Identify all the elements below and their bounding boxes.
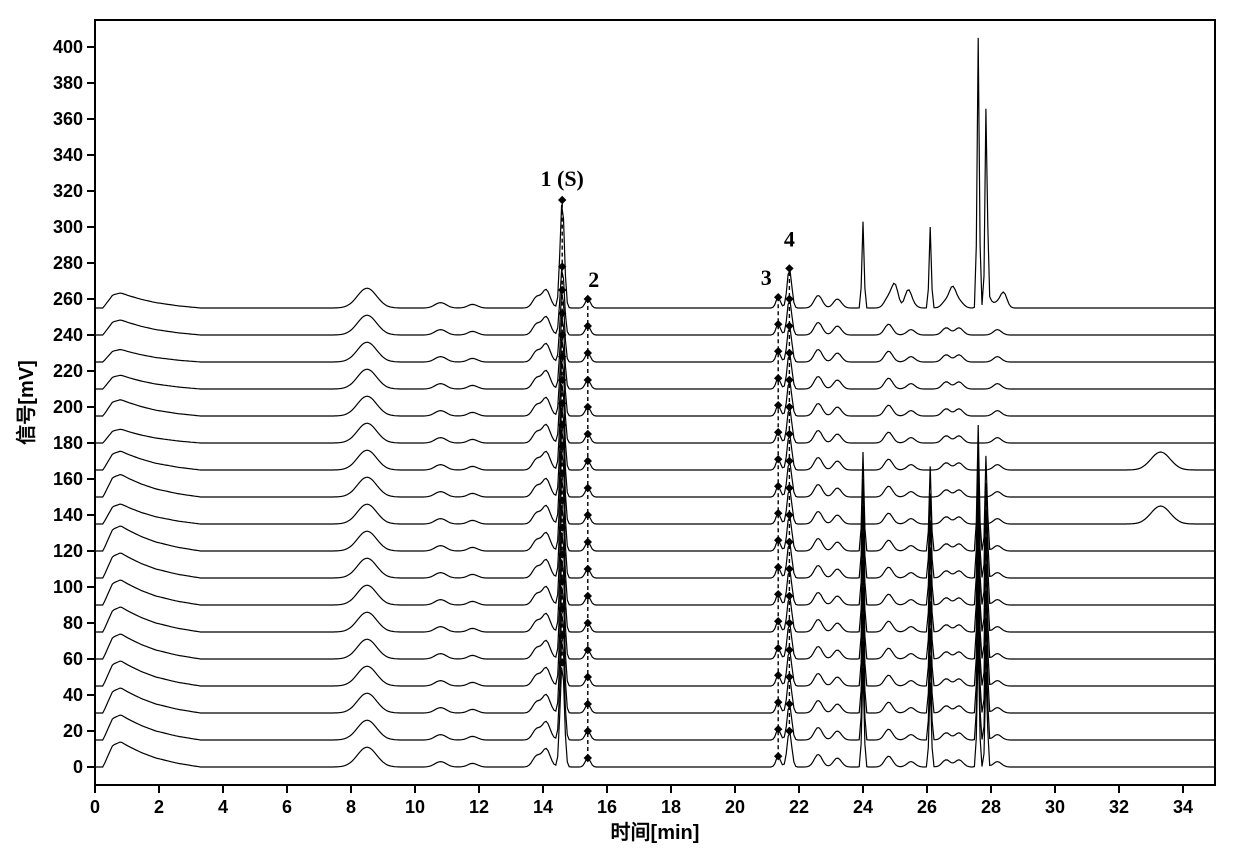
y-tick-label: 240 bbox=[53, 325, 83, 345]
peak-label: 2 bbox=[588, 267, 599, 292]
peak-marker-icon bbox=[774, 374, 782, 382]
chromatogram-trace bbox=[95, 614, 1214, 740]
chromatogram-trace bbox=[95, 384, 1214, 470]
y-tick-label: 60 bbox=[63, 649, 83, 669]
x-tick-label: 32 bbox=[1109, 797, 1129, 817]
peak-marker-icon bbox=[774, 509, 782, 517]
x-tick-label: 34 bbox=[1173, 797, 1193, 817]
x-tick-label: 10 bbox=[405, 797, 425, 817]
y-tick-label: 80 bbox=[63, 613, 83, 633]
y-tick-label: 280 bbox=[53, 253, 83, 273]
y-tick-label: 200 bbox=[53, 397, 83, 417]
plot-border bbox=[95, 20, 1215, 785]
x-tick-label: 6 bbox=[282, 797, 292, 817]
chromatogram-trace bbox=[95, 641, 1214, 767]
y-tick-label: 160 bbox=[53, 469, 83, 489]
peak-marker-icon bbox=[774, 320, 782, 328]
peak-marker-icon bbox=[785, 295, 793, 303]
peak-marker-icon bbox=[774, 644, 782, 652]
chromatogram-trace bbox=[95, 452, 1214, 578]
chart-svg: 0246810121416182022242628303234时间[min]02… bbox=[0, 0, 1240, 849]
x-tick-label: 22 bbox=[789, 797, 809, 817]
x-tick-label: 8 bbox=[346, 797, 356, 817]
peak-marker-icon bbox=[774, 428, 782, 436]
peak-marker-icon bbox=[774, 347, 782, 355]
y-tick-label: 300 bbox=[53, 217, 83, 237]
peak-marker-icon bbox=[774, 563, 782, 571]
peak-marker-icon bbox=[558, 286, 566, 294]
chromatogram-trace bbox=[95, 479, 1214, 605]
x-tick-label: 18 bbox=[661, 797, 681, 817]
x-tick-label: 24 bbox=[853, 797, 873, 817]
peak-marker-icon bbox=[774, 536, 782, 544]
chromatogram-trace bbox=[95, 587, 1214, 713]
y-tick-label: 380 bbox=[53, 73, 83, 93]
y-tick-label: 260 bbox=[53, 289, 83, 309]
y-tick-label: 0 bbox=[73, 757, 83, 777]
y-tick-label: 20 bbox=[63, 721, 83, 741]
x-tick-label: 12 bbox=[469, 797, 489, 817]
x-tick-label: 14 bbox=[533, 797, 553, 817]
x-tick-label: 2 bbox=[154, 797, 164, 817]
chromatogram-trace bbox=[95, 425, 1214, 551]
chromatogram-trace bbox=[95, 533, 1214, 659]
peak-marker-icon bbox=[774, 617, 782, 625]
peak-marker-icon bbox=[774, 671, 782, 679]
y-tick-label: 100 bbox=[53, 577, 83, 597]
x-axis-title: 时间[min] bbox=[611, 821, 700, 844]
peak-marker-icon bbox=[774, 752, 782, 760]
peak-marker-icon bbox=[774, 725, 782, 733]
chromatogram-trace bbox=[95, 293, 1214, 362]
peak-label: 4 bbox=[784, 226, 795, 251]
y-tick-label: 320 bbox=[53, 181, 83, 201]
y-tick-label: 180 bbox=[53, 433, 83, 453]
chromatogram-trace bbox=[95, 361, 1214, 443]
chromatogram-trace bbox=[95, 38, 1214, 308]
peak-marker-icon bbox=[774, 455, 782, 463]
x-tick-label: 0 bbox=[90, 797, 100, 817]
x-tick-label: 16 bbox=[597, 797, 617, 817]
peak-label: 1 (S) bbox=[541, 166, 584, 191]
x-tick-label: 28 bbox=[981, 797, 1001, 817]
y-tick-label: 360 bbox=[53, 109, 83, 129]
peak-marker-icon bbox=[558, 196, 566, 204]
chromatogram-stack-chart: 0246810121416182022242628303234时间[min]02… bbox=[0, 0, 1240, 849]
y-tick-label: 340 bbox=[53, 145, 83, 165]
y-tick-label: 140 bbox=[53, 505, 83, 525]
chromatogram-trace bbox=[95, 560, 1214, 686]
x-tick-label: 4 bbox=[218, 797, 228, 817]
x-tick-label: 20 bbox=[725, 797, 745, 817]
chromatogram-trace bbox=[95, 430, 1214, 524]
chromatogram-trace bbox=[95, 317, 1214, 389]
y-axis-title: 信号[mV] bbox=[14, 360, 38, 444]
x-tick-label: 26 bbox=[917, 797, 937, 817]
chromatogram-trace bbox=[95, 506, 1214, 632]
peak-marker-icon bbox=[774, 293, 782, 301]
x-tick-label: 30 bbox=[1045, 797, 1065, 817]
y-tick-label: 40 bbox=[63, 685, 83, 705]
peak-marker-icon bbox=[774, 482, 782, 490]
peak-marker-icon bbox=[774, 698, 782, 706]
chromatogram-trace bbox=[95, 270, 1214, 335]
chromatogram-trace bbox=[95, 408, 1214, 497]
y-tick-label: 120 bbox=[53, 541, 83, 561]
peak-marker-icon bbox=[785, 264, 793, 272]
chromatogram-trace bbox=[95, 339, 1214, 416]
y-tick-label: 400 bbox=[53, 37, 83, 57]
peak-marker-icon bbox=[774, 401, 782, 409]
y-tick-label: 220 bbox=[53, 361, 83, 381]
peak-label: 3 bbox=[761, 265, 772, 290]
peak-marker-icon bbox=[774, 590, 782, 598]
